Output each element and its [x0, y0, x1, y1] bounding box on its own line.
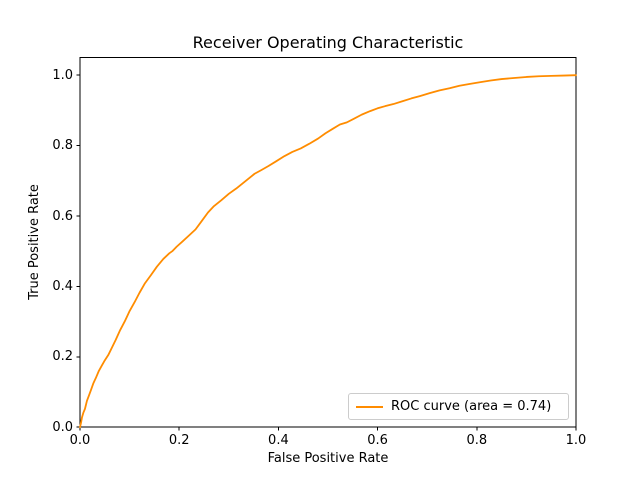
y-tick-label: 0.2: [52, 349, 73, 365]
x-tick-label: 0.6: [367, 433, 388, 448]
y-tick-label: 1.0: [52, 67, 73, 83]
x-tick-label: 0.2: [168, 433, 190, 448]
x-tick-label: 0.4: [268, 433, 289, 448]
x-tick-label: 0.8: [466, 433, 488, 448]
legend: ROC curve (area = 0.74): [348, 393, 569, 420]
y-tick-label: 0.0: [52, 419, 73, 435]
y-tick-label: 0.6: [52, 208, 73, 224]
x-tick-label: 0.0: [69, 433, 91, 448]
y-tick-label: 0.4: [52, 278, 73, 294]
axes-spines: [79, 57, 577, 428]
roc-curve-legend-line-icon: [356, 405, 383, 408]
legend-label: ROC curve (area = 0.74): [391, 399, 552, 414]
y-tick-label: 0.8: [52, 138, 73, 154]
roc-curve-line: [79, 74, 577, 429]
x-tick-label: 1.0: [565, 433, 587, 448]
chart-title: Receiver Operating Characteristic: [192, 33, 464, 52]
x-axis-label: False Positive Rate: [267, 451, 389, 466]
